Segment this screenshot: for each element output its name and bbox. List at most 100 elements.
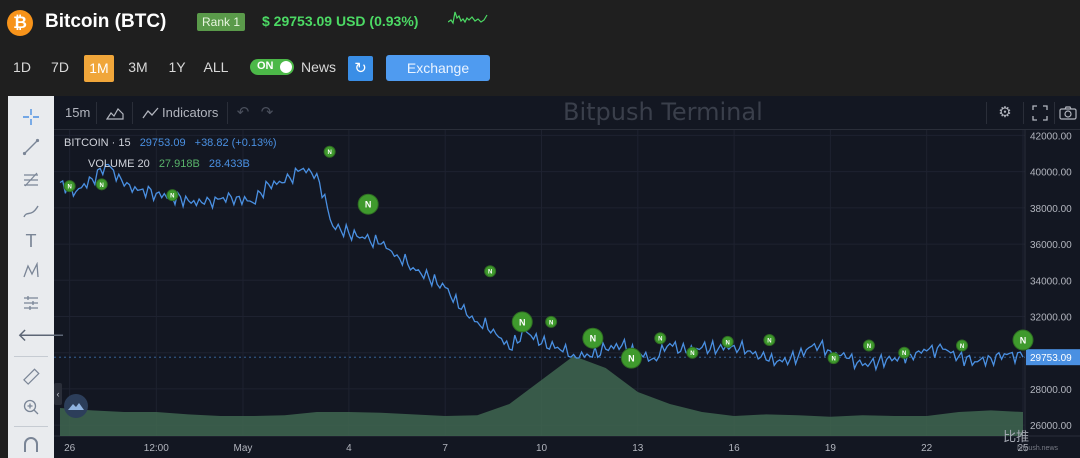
trend-line-icon[interactable] bbox=[17, 136, 45, 158]
fib-tool-icon[interactable] bbox=[17, 168, 45, 190]
indicators-icon[interactable] bbox=[140, 102, 162, 124]
y-tick-label: 34000.00 bbox=[1030, 276, 1072, 287]
toggle-knob bbox=[280, 61, 292, 73]
news-marker-label: N bbox=[519, 317, 526, 327]
magnet-icon[interactable] bbox=[17, 434, 45, 456]
period-tab-1d[interactable]: 1D bbox=[13, 59, 31, 75]
ruler-icon[interactable] bbox=[17, 366, 45, 388]
refresh-icon: ↻ bbox=[354, 60, 367, 77]
y-tick-label: 42000.00 bbox=[1030, 131, 1072, 142]
prediction-tool-icon[interactable] bbox=[17, 292, 45, 314]
coin-header: ₿ Bitcoin (BTC) Rank 1 $ 29753.09 USD (0… bbox=[0, 0, 1080, 96]
news-marker bbox=[862, 339, 875, 352]
divider bbox=[132, 102, 133, 124]
news-marker bbox=[721, 335, 734, 348]
divider bbox=[14, 356, 48, 357]
news-marker-label: N bbox=[590, 334, 597, 344]
news-toggle[interactable]: ON bbox=[250, 59, 294, 75]
news-marker bbox=[956, 339, 969, 352]
legend-volume-2: 28.433B bbox=[208, 158, 250, 170]
x-tick-label: 16 bbox=[729, 443, 741, 454]
period-tab-all[interactable]: ALL bbox=[203, 59, 229, 75]
chart-toolbar: 15m Indicators ↶ ↷ Bitpush Terminal ⚙ bbox=[54, 96, 1080, 130]
news-marker-label: N bbox=[365, 200, 372, 210]
price-display: $ 29753.09 USD (0.93%) bbox=[262, 13, 419, 29]
indicators-button[interactable]: Indicators bbox=[162, 105, 219, 120]
y-tick-label: 40000.00 bbox=[1030, 168, 1072, 179]
y-tick-label: 32000.00 bbox=[1030, 312, 1072, 323]
divider bbox=[1023, 102, 1024, 124]
back-arrow-icon[interactable]: 🡐 bbox=[17, 325, 66, 345]
crosshair-icon[interactable] bbox=[17, 106, 45, 128]
period-tab-1m[interactable]: 1M bbox=[84, 55, 114, 82]
x-tick-label: 26 bbox=[64, 443, 76, 454]
news-marker-label: N bbox=[960, 344, 964, 350]
y-tick-label: 26000.00 bbox=[1030, 421, 1072, 432]
news-marker-label: N bbox=[1020, 336, 1027, 346]
interval-selector[interactable]: 15m bbox=[65, 105, 91, 120]
news-marker bbox=[63, 180, 76, 193]
period-tab-7d[interactable]: 7D bbox=[51, 59, 69, 75]
x-tick-label: 19 bbox=[825, 443, 837, 454]
news-marker bbox=[827, 352, 840, 365]
settings-gear-icon[interactable]: ⚙ bbox=[998, 104, 1012, 121]
period-tab-3m[interactable]: 3M bbox=[128, 59, 148, 75]
news-marker-label: N bbox=[690, 351, 694, 357]
undo-icon[interactable]: ↶ bbox=[236, 104, 250, 121]
news-marker bbox=[166, 189, 179, 202]
divider bbox=[1054, 102, 1055, 124]
chart-terminal: 42000.00 40000.00 38000.00 36000.00 34000.00… bbox=[8, 96, 1080, 458]
news-marker bbox=[484, 265, 497, 278]
volume-area bbox=[60, 356, 1023, 436]
legend-change: +38.82 (+0.13%) bbox=[194, 137, 277, 149]
divider bbox=[986, 102, 987, 124]
x-tick-label: 4 bbox=[346, 443, 352, 454]
fullscreen-icon[interactable] bbox=[1029, 102, 1051, 124]
y-tick-label: 38000.00 bbox=[1030, 204, 1072, 215]
news-marker bbox=[357, 193, 379, 215]
news-marker bbox=[763, 334, 776, 347]
x-tick-label: 13 bbox=[632, 443, 644, 454]
news-marker-label: N bbox=[628, 354, 635, 364]
price-sparkline bbox=[448, 11, 488, 25]
bitcoin-logo-icon: ₿ bbox=[7, 10, 33, 36]
x-tick-label: 22 bbox=[921, 443, 933, 454]
brush-icon[interactable] bbox=[17, 200, 45, 222]
drawing-toolbar: T 🡐 bbox=[8, 96, 66, 458]
news-marker-label: N bbox=[100, 183, 104, 189]
news-marker-label: N bbox=[658, 337, 662, 343]
price-legend: BITCOIN · 15 29753.09 +38.82 (+0.13%) bbox=[64, 137, 283, 149]
refresh-button[interactable]: ↻ bbox=[348, 56, 373, 81]
exchange-button[interactable]: Exchange bbox=[386, 55, 490, 81]
zoom-icon[interactable] bbox=[17, 396, 45, 418]
legend-price: 29753.09 bbox=[139, 137, 186, 149]
collapse-toolbar-handle[interactable]: ‹ bbox=[54, 383, 62, 405]
redo-icon[interactable]: ↷ bbox=[260, 104, 274, 121]
rank-badge: Rank 1 bbox=[197, 13, 245, 31]
brand-name: 比推 bbox=[1003, 429, 1030, 444]
news-marker-label: N bbox=[726, 340, 730, 346]
news-marker bbox=[1012, 329, 1034, 351]
legend-symbol: BITCOIN · 15 bbox=[64, 137, 131, 149]
divider bbox=[96, 102, 97, 124]
x-tick-label: 25 bbox=[1017, 443, 1029, 454]
y-tick-label: 36000.00 bbox=[1030, 240, 1072, 251]
period-tab-1y[interactable]: 1Y bbox=[168, 59, 186, 75]
news-marker bbox=[323, 145, 336, 158]
camera-icon[interactable] bbox=[1057, 102, 1079, 124]
news-marker bbox=[654, 332, 667, 345]
legend-volume-1: 27.918B bbox=[158, 158, 200, 170]
news-marker-label: N bbox=[549, 320, 553, 326]
pattern-icon[interactable] bbox=[17, 260, 45, 282]
x-tick-label: 7 bbox=[442, 443, 448, 454]
brand-sub: bitpush.news bbox=[1017, 445, 1058, 452]
x-tick-label: 10 bbox=[536, 443, 548, 454]
x-tick-label: 12:00 bbox=[144, 443, 169, 454]
news-marker-label: N bbox=[902, 351, 906, 357]
chart-type-icon[interactable] bbox=[104, 102, 126, 124]
text-tool-icon[interactable]: T bbox=[25, 231, 37, 251]
x-tick-label: May bbox=[234, 443, 253, 454]
news-marker bbox=[545, 315, 558, 328]
news-marker-label: N bbox=[767, 339, 771, 345]
coin-title: Bitcoin (BTC) bbox=[45, 11, 167, 32]
